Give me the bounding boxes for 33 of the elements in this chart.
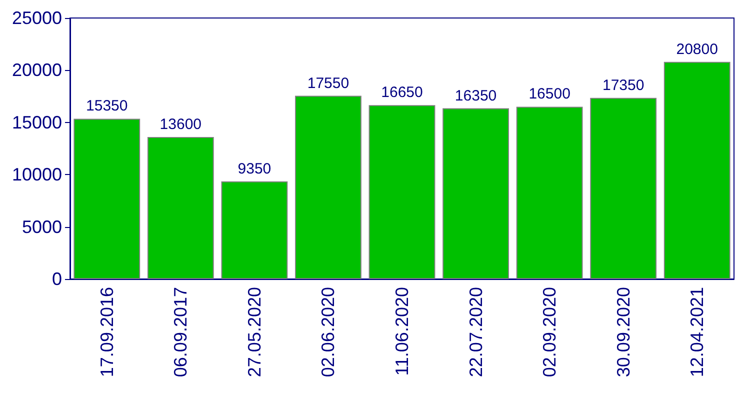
bar bbox=[442, 108, 509, 279]
x-tick-label: 12.04.2021 bbox=[687, 287, 708, 378]
bar bbox=[368, 105, 436, 279]
data-label: 20800 bbox=[676, 40, 718, 58]
bar bbox=[221, 181, 288, 279]
y-tick-label: 0 bbox=[52, 269, 62, 289]
bar bbox=[590, 98, 657, 279]
bar bbox=[664, 62, 730, 279]
bar bbox=[516, 106, 583, 279]
data-label: 16650 bbox=[381, 84, 423, 102]
x-tick-label: 02.06.2020 bbox=[318, 287, 338, 378]
data-label: 13600 bbox=[160, 116, 202, 134]
y-tick-label: 5000 bbox=[22, 216, 62, 237]
bar bbox=[74, 118, 140, 279]
bar bbox=[295, 96, 362, 279]
data-label: 9350 bbox=[238, 160, 272, 178]
data-label: 16350 bbox=[454, 87, 497, 104]
y-tick-label: 20000 bbox=[12, 60, 62, 80]
x-tick-label: 06.09.2017 bbox=[170, 287, 191, 378]
y-tick-label: 25000 bbox=[12, 8, 62, 28]
x-tick-label: 17.09.2016 bbox=[96, 287, 117, 378]
x-tick-label: 11.06.2020 bbox=[392, 287, 412, 376]
y-tick-label: 10000 bbox=[12, 164, 62, 185]
data-label: 17350 bbox=[602, 76, 644, 94]
x-tick-label: 30.09.2020 bbox=[613, 287, 634, 378]
y-tick-label: 15000 bbox=[12, 112, 62, 132]
x-tick-label: 22.07.2020 bbox=[466, 287, 486, 378]
data-label: 17550 bbox=[307, 74, 350, 92]
data-label: 16500 bbox=[528, 86, 570, 103]
x-tick-label: 27.05.2020 bbox=[244, 287, 264, 378]
bar bbox=[147, 137, 214, 279]
data-label: 15350 bbox=[86, 98, 128, 115]
x-tick-label: 02.09.2020 bbox=[540, 287, 560, 378]
